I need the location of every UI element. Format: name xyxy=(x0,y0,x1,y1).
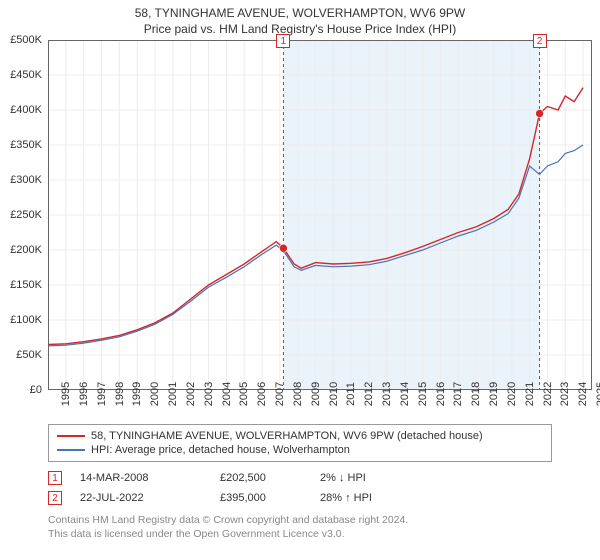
y-axis-tick-label: £300K xyxy=(10,174,42,186)
y-axis-tick-label: £350K xyxy=(10,139,42,151)
y-axis-tick-label: £200K xyxy=(10,244,42,256)
legend-swatch xyxy=(57,435,85,437)
sale-hpi-diff: 2% ↓ HPI xyxy=(320,472,552,484)
y-axis-tick-label: £450K xyxy=(10,69,42,81)
footer-line: This data is licensed under the Open Gov… xyxy=(48,528,552,542)
chart-subtitle: Price paid vs. HM Land Registry's House … xyxy=(0,20,600,40)
sales-table: 1 14-MAR-2008£202,5002% ↓ HPI 2 22-JUL-2022… xyxy=(48,468,552,508)
y-axis-tick-label: £50K xyxy=(16,349,42,361)
sale-marker-flag: 1 xyxy=(276,34,290,48)
legend-label: 58, TYNINGHAME AVENUE, WOLVERHAMPTON, WV… xyxy=(91,430,483,442)
sale-marker-flag: 2 xyxy=(533,34,547,48)
footer-line: Contains HM Land Registry data © Crown c… xyxy=(48,514,552,528)
y-axis-tick-label: £500K xyxy=(10,34,42,46)
sale-date: 22-JUL-2022 xyxy=(80,492,220,504)
chart-area: £0£50K£100K£150K£200K£250K£300K£350K£400… xyxy=(48,40,592,390)
legend-swatch xyxy=(57,449,85,451)
legend: 58, TYNINGHAME AVENUE, WOLVERHAMPTON, WV… xyxy=(48,424,552,462)
y-axis-tick-label: £150K xyxy=(10,279,42,291)
sale-marker-icon: 2 xyxy=(48,491,62,505)
chart-svg xyxy=(48,40,592,390)
sale-price: £202,500 xyxy=(220,472,320,484)
legend-item: 58, TYNINGHAME AVENUE, WOLVERHAMPTON, WV… xyxy=(57,429,543,443)
y-axis-tick-label: £100K xyxy=(10,314,42,326)
sale-hpi-diff: 28% ↑ HPI xyxy=(320,492,552,504)
attribution-footer: Contains HM Land Registry data © Crown c… xyxy=(48,514,552,541)
sale-marker-icon: 1 xyxy=(48,471,62,485)
y-axis-tick-label: £250K xyxy=(10,209,42,221)
y-axis-tick-label: £400K xyxy=(10,104,42,116)
y-axis-tick-label: £0 xyxy=(30,384,42,396)
legend-item: HPI: Average price, detached house, Wolv… xyxy=(57,443,543,457)
sale-row: 1 14-MAR-2008£202,5002% ↓ HPI xyxy=(48,468,552,488)
legend-label: HPI: Average price, detached house, Wolv… xyxy=(91,444,350,456)
x-axis-tick-label: 2025 xyxy=(583,382,600,406)
sale-row: 2 22-JUL-2022£395,00028% ↑ HPI xyxy=(48,488,552,508)
sale-date: 14-MAR-2008 xyxy=(80,472,220,484)
chart-title: 58, TYNINGHAME AVENUE, WOLVERHAMPTON, WV… xyxy=(0,0,600,20)
sale-price: £395,000 xyxy=(220,492,320,504)
